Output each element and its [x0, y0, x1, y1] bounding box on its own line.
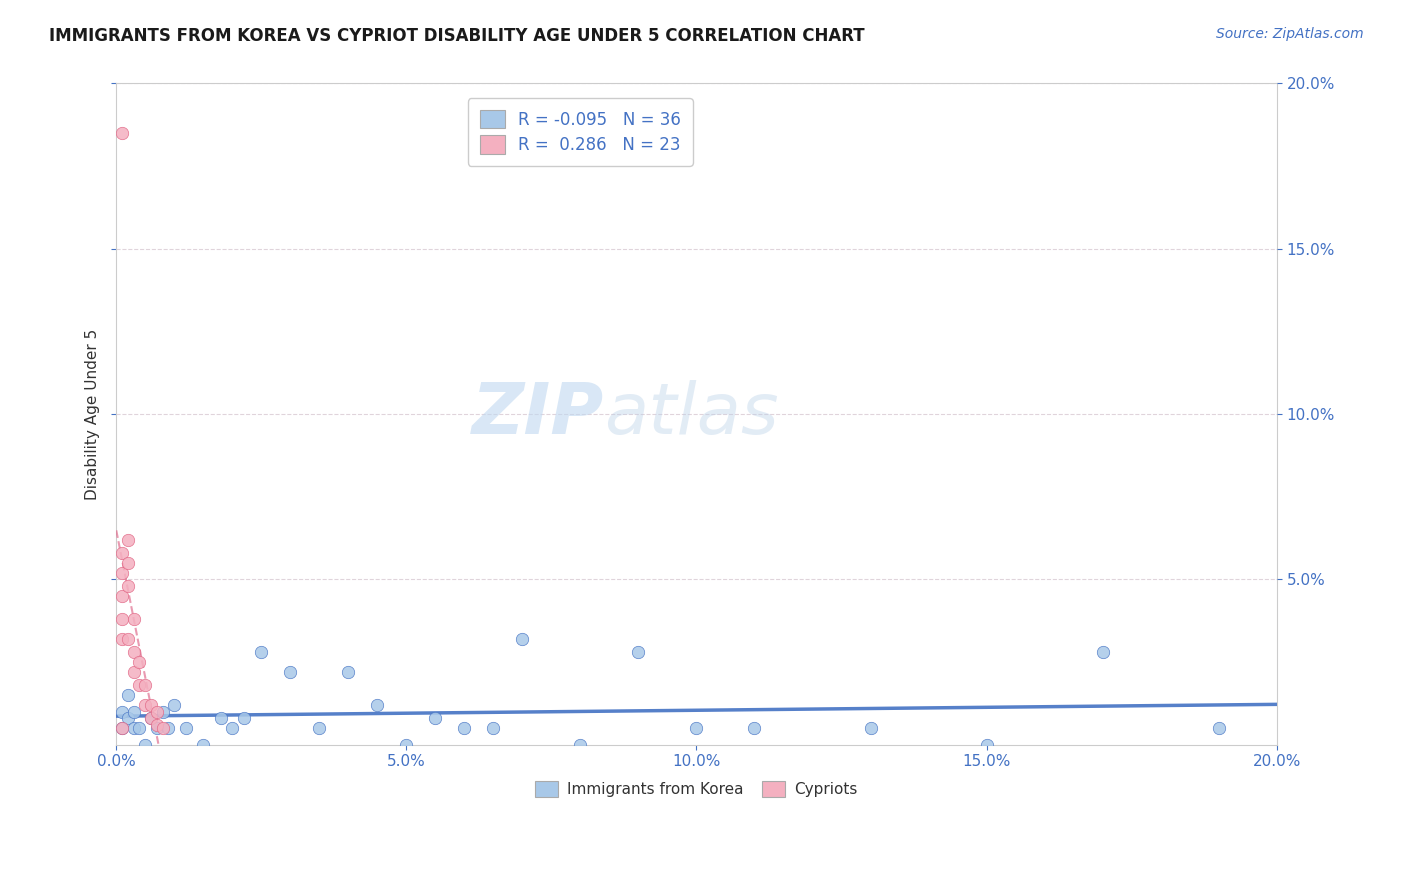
Point: [128, 655, 150, 669]
Point: [627, 645, 650, 659]
Point: [976, 738, 998, 752]
Y-axis label: Disability Age Under 5: Disability Age Under 5: [86, 328, 100, 500]
Point: [859, 721, 882, 735]
Point: [193, 738, 215, 752]
Point: [117, 533, 139, 547]
Point: [174, 721, 197, 735]
Point: [163, 698, 186, 712]
Point: [685, 721, 707, 735]
Point: [111, 705, 134, 719]
Point: [395, 738, 418, 752]
Point: [134, 698, 156, 712]
Point: [152, 721, 174, 735]
Point: [134, 738, 156, 752]
Legend: Immigrants from Korea, Cypriots: Immigrants from Korea, Cypriots: [529, 775, 863, 803]
Point: [139, 698, 162, 712]
Point: [278, 665, 301, 679]
Point: [122, 645, 145, 659]
Point: [117, 711, 139, 725]
Point: [122, 612, 145, 626]
Text: atlas: atlas: [603, 379, 779, 449]
Point: [221, 721, 243, 735]
Point: [425, 711, 447, 725]
Point: [1091, 645, 1114, 659]
Point: [139, 711, 162, 725]
Point: [122, 665, 145, 679]
Point: [111, 721, 134, 735]
Point: [152, 705, 174, 719]
Point: [157, 721, 180, 735]
Point: [117, 556, 139, 570]
Point: [744, 721, 766, 735]
Point: [146, 721, 169, 735]
Point: [512, 632, 534, 646]
Point: [111, 632, 134, 646]
Point: [117, 688, 139, 702]
Point: [146, 705, 169, 719]
Text: ZIP: ZIP: [471, 379, 603, 449]
Point: [146, 718, 169, 732]
Text: Source: ZipAtlas.com: Source: ZipAtlas.com: [1216, 27, 1364, 41]
Point: [337, 665, 360, 679]
Point: [139, 711, 162, 725]
Point: [111, 589, 134, 603]
Point: [128, 678, 150, 692]
Point: [453, 721, 475, 735]
Point: [128, 721, 150, 735]
Point: [111, 126, 134, 140]
Point: [308, 721, 330, 735]
Point: [250, 645, 273, 659]
Point: [209, 711, 232, 725]
Point: [122, 721, 145, 735]
Point: [117, 632, 139, 646]
Point: [122, 705, 145, 719]
Point: [117, 579, 139, 593]
Point: [569, 738, 592, 752]
Point: [111, 566, 134, 580]
Point: [111, 546, 134, 560]
Point: [232, 711, 254, 725]
Point: [111, 612, 134, 626]
Point: [134, 678, 156, 692]
Point: [482, 721, 505, 735]
Point: [111, 721, 134, 735]
Point: [1208, 721, 1230, 735]
Text: IMMIGRANTS FROM KOREA VS CYPRIOT DISABILITY AGE UNDER 5 CORRELATION CHART: IMMIGRANTS FROM KOREA VS CYPRIOT DISABIL…: [49, 27, 865, 45]
Point: [366, 698, 388, 712]
